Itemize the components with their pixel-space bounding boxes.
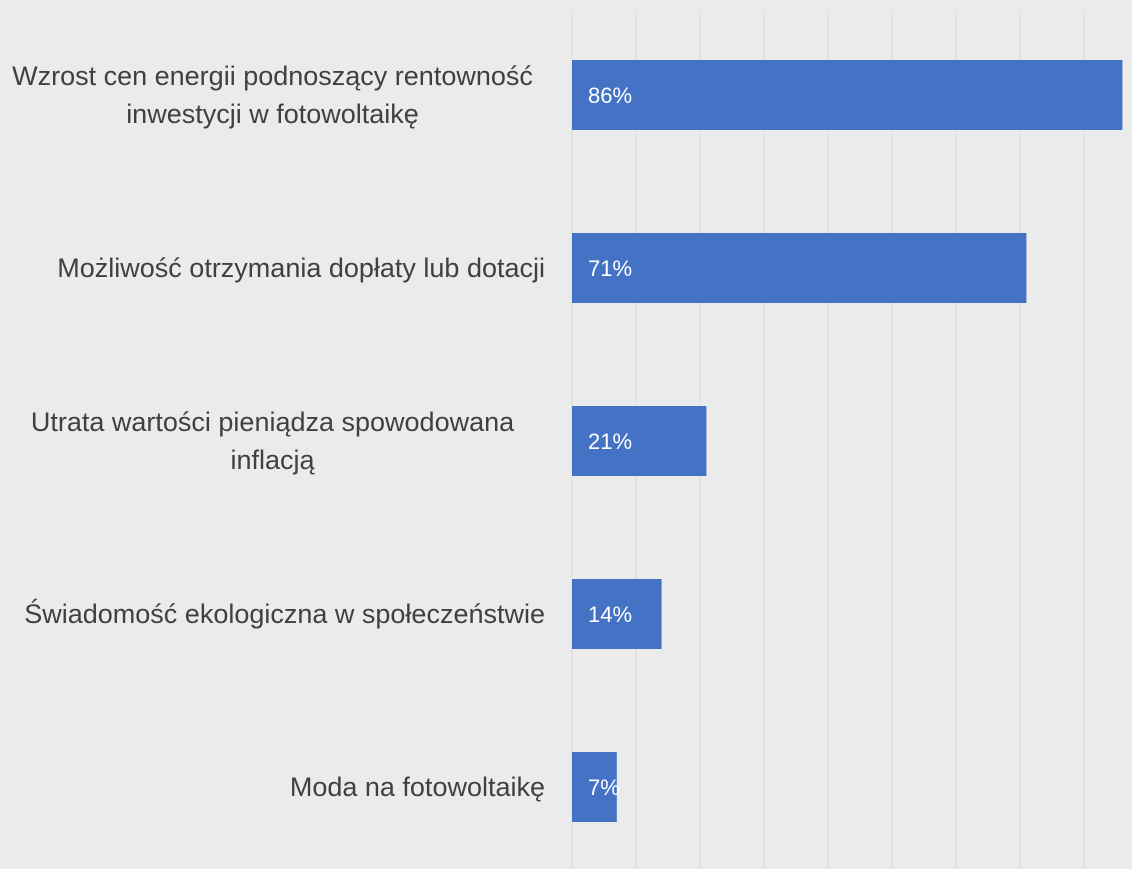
y-tick-label: Świadomość ekologiczna w społeczeństwie bbox=[24, 599, 545, 629]
bar bbox=[572, 406, 707, 476]
category-label-box: Wzrost cen energii podnoszący rentowność… bbox=[0, 20, 545, 170]
bar bbox=[572, 60, 1123, 130]
data-label: 7% bbox=[588, 775, 620, 800]
y-tick-label: Możliwość otrzymania dopłaty lub dotacji bbox=[57, 253, 545, 283]
data-label: 86% bbox=[588, 83, 632, 108]
data-label: 14% bbox=[588, 602, 632, 627]
category-label-box: Moda na fotowoltaikę bbox=[0, 712, 545, 862]
y-tick-label: Wzrost cen energii podnoszący rentowność… bbox=[12, 61, 533, 129]
data-label: 21% bbox=[588, 429, 632, 454]
bar bbox=[572, 579, 662, 649]
bar bbox=[572, 752, 617, 822]
category-label-box: Możliwość otrzymania dopłaty lub dotacji bbox=[0, 193, 545, 343]
y-tick-label: Moda na fotowoltaikę bbox=[289, 772, 545, 802]
data-label: 71% bbox=[588, 256, 632, 281]
category-label-box: Utrata wartości pieniądza spowodowana in… bbox=[0, 366, 545, 516]
y-tick-label: Utrata wartości pieniądza spowodowana in… bbox=[30, 407, 515, 475]
bar bbox=[572, 233, 1027, 303]
category-label-box: Świadomość ekologiczna w społeczeństwie bbox=[0, 539, 545, 689]
